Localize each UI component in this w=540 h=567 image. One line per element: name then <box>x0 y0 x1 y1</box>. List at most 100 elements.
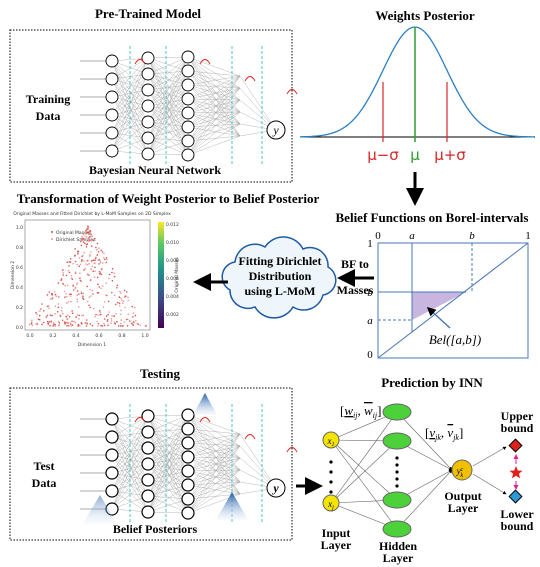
edge <box>147 73 189 156</box>
sample-point <box>38 318 41 321</box>
y-tick-label: 0.0 <box>16 325 23 331</box>
sample-point <box>49 314 52 316</box>
sample-point <box>119 325 122 327</box>
sample-point <box>100 273 103 276</box>
edge <box>187 123 241 142</box>
edge <box>147 442 189 481</box>
neuron <box>105 466 119 480</box>
edge <box>111 472 149 513</box>
sample-point <box>116 301 119 304</box>
layer-label: Layer <box>383 551 414 565</box>
weight-interval: [wij, wij] <box>340 403 381 420</box>
edge <box>187 428 241 483</box>
sample-point <box>108 277 110 280</box>
input-node <box>322 431 340 449</box>
sample-point <box>93 276 96 279</box>
edge <box>111 73 149 116</box>
edge <box>187 84 241 101</box>
part: c <box>461 467 464 473</box>
sample-point <box>137 323 140 326</box>
part: j <box>331 505 334 511</box>
sample-point <box>87 236 90 239</box>
sample-point <box>72 284 74 287</box>
edge <box>187 433 241 500</box>
tick-label: 1 <box>525 230 531 242</box>
edge <box>187 56 241 137</box>
caption: Bayesian Neural Network <box>89 163 221 177</box>
edge <box>147 98 189 139</box>
edge <box>187 433 241 472</box>
sample-point <box>85 243 88 246</box>
sample-point <box>58 325 60 327</box>
edge <box>187 75 241 100</box>
edge <box>187 456 241 483</box>
sample-point <box>85 325 88 327</box>
legend-marker <box>51 238 53 240</box>
sample-point <box>55 295 58 298</box>
sample-point <box>70 293 72 296</box>
part: v <box>447 425 453 440</box>
edge <box>187 481 241 514</box>
edge <box>147 414 189 497</box>
sample-point <box>122 325 125 327</box>
cloud-text: Fitting Dirichlet <box>239 254 322 268</box>
sample-point <box>106 319 109 321</box>
edge <box>187 70 241 113</box>
edge <box>187 112 241 137</box>
edge <box>187 433 241 486</box>
edge <box>147 57 189 72</box>
sample-point <box>53 291 56 293</box>
edge <box>187 456 241 471</box>
dirichlet-icon <box>193 393 217 415</box>
sample-point <box>92 270 94 273</box>
sample-point <box>50 320 52 323</box>
neuron <box>181 92 195 106</box>
sample-point <box>60 307 63 309</box>
edge <box>187 469 241 472</box>
sample-point <box>69 295 72 297</box>
part: jk <box>434 433 441 442</box>
sample-point <box>113 315 115 318</box>
sample-point <box>84 235 86 237</box>
edge <box>187 442 241 483</box>
edge <box>187 56 241 125</box>
edge <box>147 98 189 123</box>
edge <box>147 70 189 155</box>
sample-point <box>84 267 87 270</box>
tick-label: 0 <box>367 349 373 361</box>
sample-point <box>88 263 90 265</box>
tick-label: a <box>367 315 373 327</box>
edge <box>187 99 241 142</box>
part: , <box>357 403 364 418</box>
sample-point <box>77 323 80 326</box>
sample-point <box>103 301 106 303</box>
y-tick-label: 0.4 <box>16 285 23 291</box>
sample-point <box>107 300 110 303</box>
sample-point <box>135 319 137 322</box>
sample-point <box>51 298 53 300</box>
edge <box>187 470 241 483</box>
sample-point <box>127 299 130 302</box>
edge <box>147 495 189 500</box>
sample-point <box>103 322 105 325</box>
sample-point <box>77 252 79 255</box>
edge <box>147 84 189 139</box>
edge <box>187 56 241 77</box>
edge <box>187 111 241 128</box>
colorbar-tick-label: 0.010 <box>166 240 179 246</box>
node-label: x1 <box>327 436 335 448</box>
sample-point <box>97 322 100 325</box>
edge <box>187 442 241 471</box>
sample-point <box>30 322 33 325</box>
sample-point <box>65 321 67 324</box>
edge <box>187 469 241 486</box>
sample-point <box>46 320 49 323</box>
neuron <box>141 83 155 97</box>
sample-point <box>91 235 94 237</box>
sample-point <box>82 298 85 301</box>
ellipsis-dot <box>395 470 399 474</box>
edge <box>111 73 149 98</box>
edge <box>187 433 241 444</box>
edge <box>187 428 241 459</box>
edge <box>147 456 189 513</box>
